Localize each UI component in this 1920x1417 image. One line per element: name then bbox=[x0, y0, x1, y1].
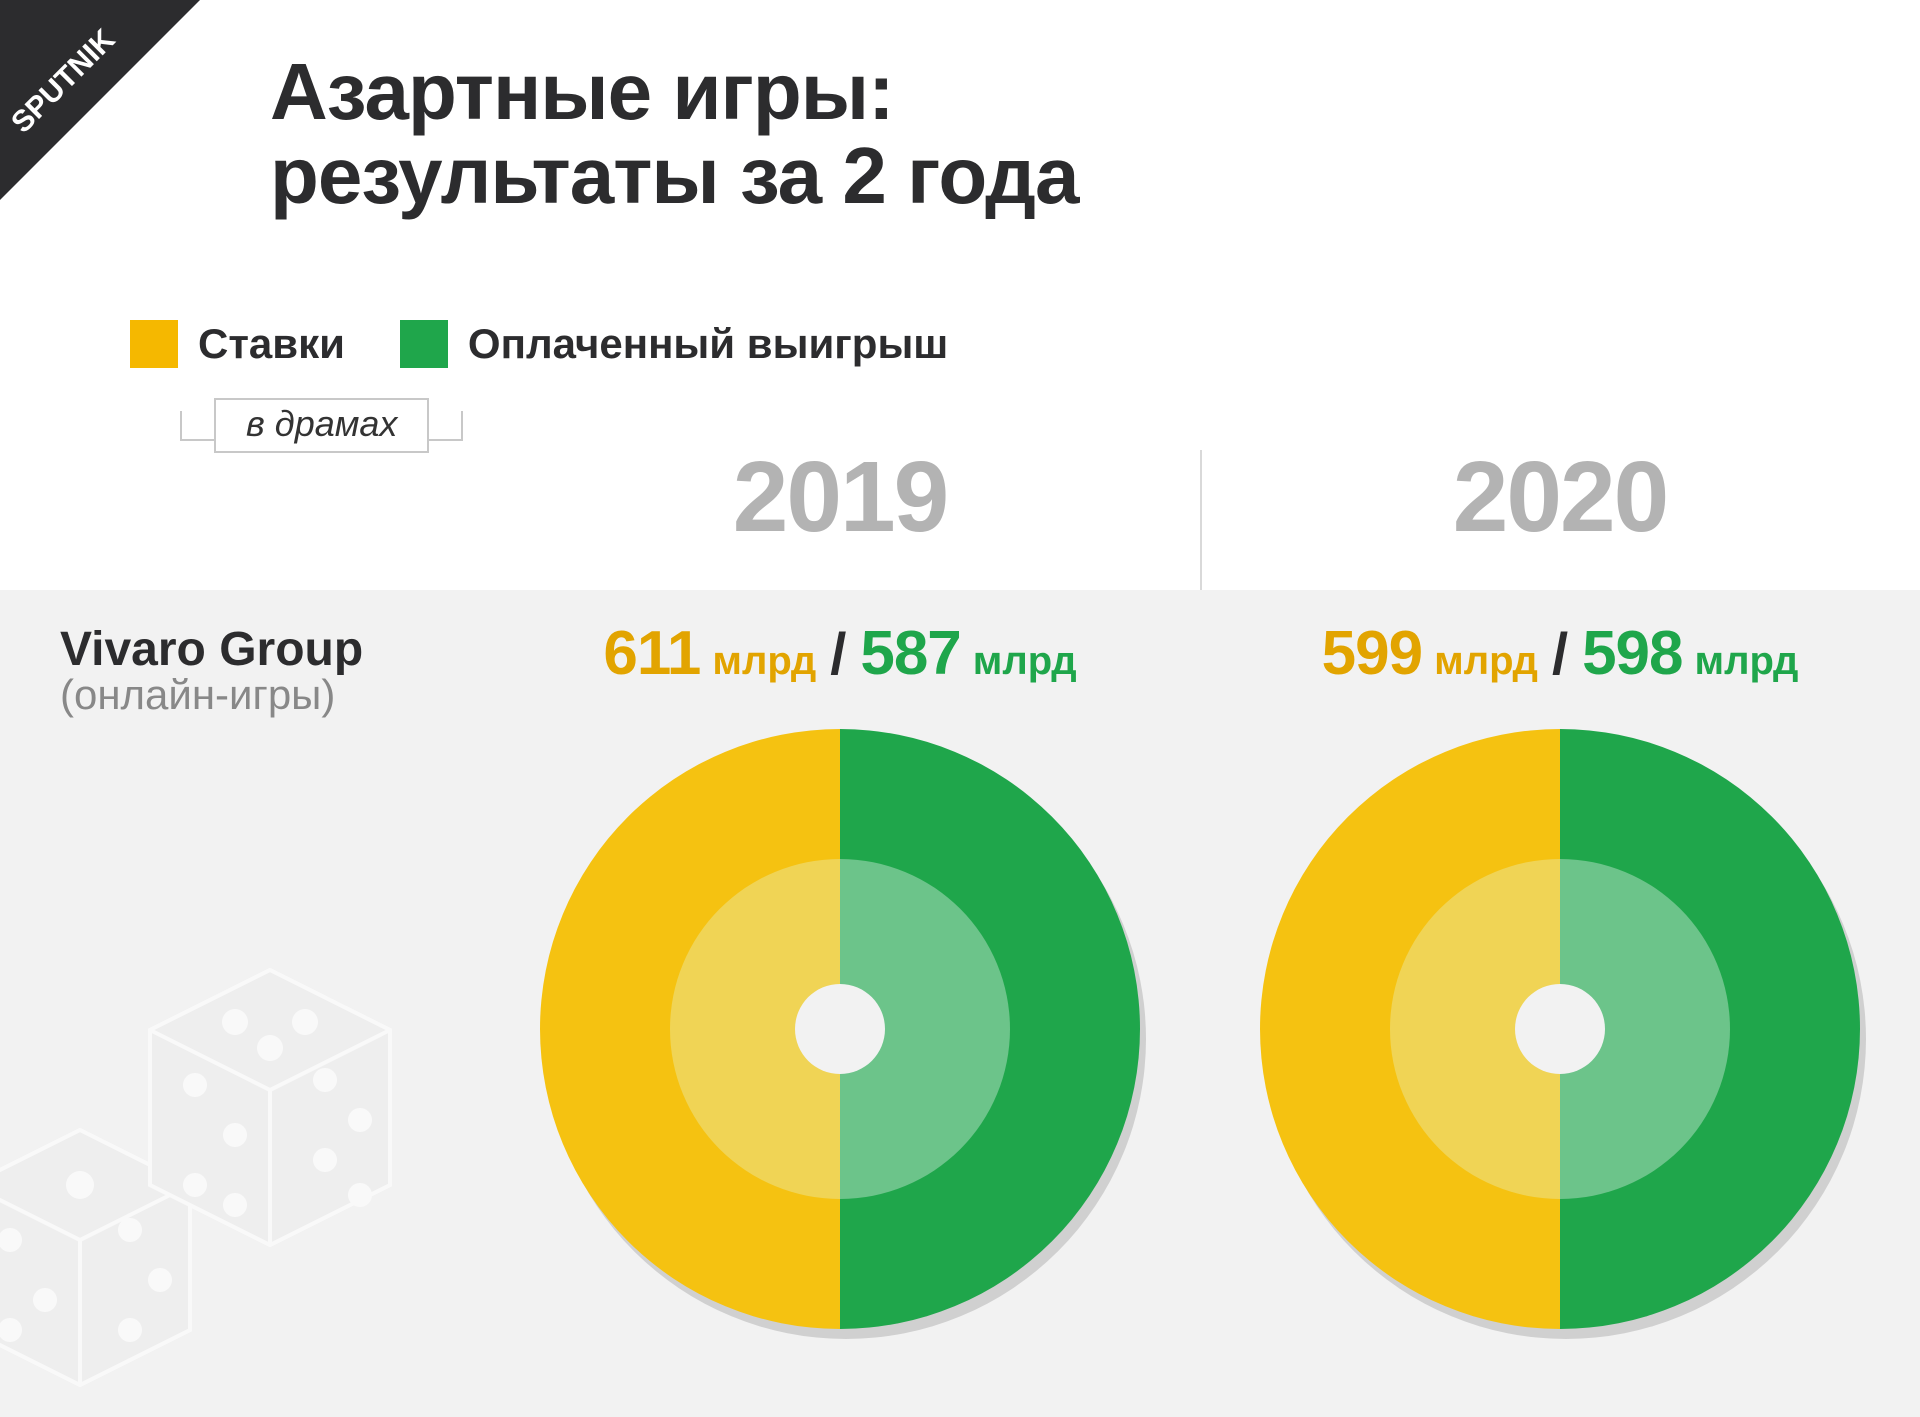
company-subtitle: (онлайн-игры) bbox=[60, 671, 363, 719]
donut-2019 bbox=[530, 719, 1150, 1339]
legend-label-payouts: Оплаченный выигрыш bbox=[468, 320, 948, 368]
chart-2019: 611 млрд / 587 млрд bbox=[480, 590, 1200, 1339]
slash-2019: / bbox=[830, 622, 846, 687]
year-header-row: 2019 2020 bbox=[0, 440, 1920, 555]
values-2020: 599 млрд / 598 млрд bbox=[1200, 618, 1920, 689]
year-label-2019: 2019 bbox=[480, 440, 1200, 555]
data-panel: Vivaro Group (онлайн-игры) 611 млрд / 58… bbox=[0, 590, 1920, 1417]
payouts-value-2020: 598 bbox=[1582, 619, 1682, 688]
title-line-1: Азартные игры: bbox=[270, 47, 894, 136]
payouts-value-2019: 587 bbox=[860, 619, 960, 688]
bets-unit-2020: млрд bbox=[1434, 639, 1538, 683]
company-label: Vivaro Group (онлайн-игры) bbox=[60, 622, 363, 719]
swatch-bets bbox=[130, 320, 178, 368]
values-2019: 611 млрд / 587 млрд bbox=[480, 618, 1200, 689]
donut-2020 bbox=[1250, 719, 1870, 1339]
company-name: Vivaro Group bbox=[60, 622, 363, 677]
dice-icon bbox=[0, 930, 420, 1417]
swatch-payouts bbox=[400, 320, 448, 368]
bets-value-2019: 611 bbox=[603, 619, 700, 688]
legend: Ставки Оплаченный выигрыш bbox=[130, 320, 948, 368]
payouts-unit-2020: млрд bbox=[1695, 639, 1799, 683]
legend-item-payouts: Оплаченный выигрыш bbox=[400, 320, 948, 368]
page-title: Азартные игры: результаты за 2 года bbox=[270, 50, 1840, 218]
brand-logo: SPUTNIK bbox=[0, 0, 220, 220]
chart-2020: 599 млрд / 598 млрд bbox=[1200, 590, 1920, 1339]
slash-2020: / bbox=[1552, 622, 1568, 687]
title-line-2: результаты за 2 года bbox=[270, 131, 1078, 220]
bets-unit-2019: млрд bbox=[712, 639, 816, 683]
legend-label-bets: Ставки bbox=[198, 320, 345, 368]
payouts-unit-2019: млрд bbox=[973, 639, 1077, 683]
year-label-2020: 2020 bbox=[1200, 440, 1920, 555]
legend-item-bets: Ставки bbox=[130, 320, 345, 368]
bets-value-2020: 599 bbox=[1322, 619, 1422, 688]
